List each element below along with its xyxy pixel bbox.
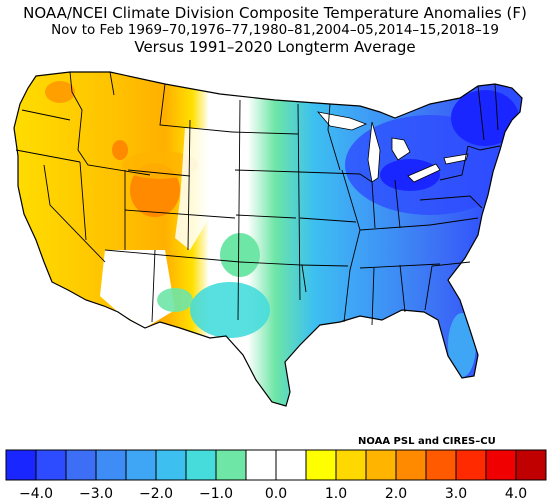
colorbar-bin — [365, 449, 397, 481]
colorbar-bin — [335, 449, 367, 481]
us-climate-division-map — [13, 71, 523, 407]
colorbar-bin — [425, 449, 457, 481]
colorbar-bin — [35, 449, 67, 481]
data-credit: NOAA PSL and CIRES–CU — [358, 436, 496, 447]
colorbar-bin — [185, 449, 217, 481]
colorbar-bin — [215, 449, 247, 481]
colorbar-bin — [515, 449, 547, 481]
map-subtitle-baseline: Versus 1991–2020 Longterm Average — [134, 38, 416, 56]
colorbar-bin — [155, 449, 187, 481]
colorbar-bin — [395, 449, 427, 481]
colorbar-tick-label: −1.0 — [199, 486, 233, 502]
colorbar-tick-label: 1.0 — [324, 486, 348, 502]
colorbar-bin — [305, 449, 337, 481]
colorbar-tick-label: 0.0 — [264, 486, 288, 502]
colorbar-tick-label: 2.0 — [384, 486, 408, 502]
map-subtitle-period: Nov to Feb 1969–70,1976–77,1980–81,2004–… — [51, 22, 499, 38]
colorbar-bin — [5, 449, 37, 481]
colorbar-tick-label: −4.0 — [19, 486, 53, 502]
colorbar-tick-label: 3.0 — [444, 486, 468, 502]
colorbar-bin — [455, 449, 487, 481]
colorbar-bin — [95, 449, 127, 481]
map-title: NOAA/NCEI Climate Division Composite Tem… — [23, 4, 527, 22]
colorbar — [5, 449, 547, 481]
colorbar-tick-label: −2.0 — [139, 486, 173, 502]
colorbar-tick-label: −3.0 — [79, 486, 113, 502]
colorbar-bin — [65, 449, 97, 481]
colorbar-bin — [125, 449, 157, 481]
colorbar-bin — [245, 449, 277, 481]
colorbar-bin — [275, 449, 307, 481]
colorbar-bin — [485, 449, 517, 481]
colorbar-tick-label: 4.0 — [504, 486, 528, 502]
